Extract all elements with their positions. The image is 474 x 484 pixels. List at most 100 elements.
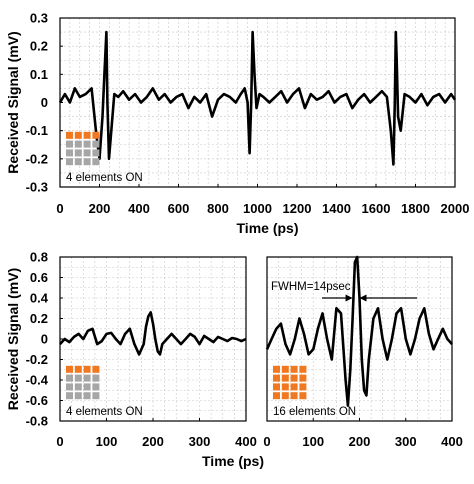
- element-on: [290, 383, 298, 391]
- y-tick-label: 0.8: [30, 250, 48, 265]
- series-line: [58, 30, 457, 166]
- x-tick-label: 400: [235, 434, 257, 449]
- x-tick-label: 2000: [441, 201, 470, 216]
- element-off: [74, 374, 82, 382]
- x-tick-label: 200: [142, 434, 164, 449]
- element-off: [92, 149, 100, 157]
- y-tick-label: -0.3: [26, 180, 48, 195]
- element-off: [83, 392, 91, 400]
- element-on: [290, 365, 298, 373]
- element-off: [83, 149, 91, 157]
- element-off: [74, 149, 82, 157]
- element-off: [66, 392, 73, 400]
- x-axis-label: Time (ps): [237, 220, 299, 236]
- x-tick-label: 400: [128, 201, 150, 216]
- y-tick-label: -0.8: [26, 414, 48, 429]
- y-tick-label: -0.2: [26, 352, 48, 367]
- x-tick-label: 1800: [401, 201, 430, 216]
- element-on: [299, 374, 307, 382]
- x-tick-label: 200: [349, 434, 371, 449]
- element-off: [83, 158, 91, 166]
- y-tick-label: -0.6: [26, 393, 48, 408]
- element-on: [281, 383, 289, 391]
- element-on: [299, 365, 307, 373]
- element-array-icon: [66, 131, 100, 166]
- element-off: [92, 158, 100, 166]
- y-axis-label: Received Signal (mV): [5, 31, 21, 173]
- x-tick-label: 0: [263, 434, 270, 449]
- fwhm-arrowhead-left: [345, 294, 353, 302]
- element-on: [74, 365, 82, 373]
- y-tick-label: 0.2: [30, 311, 48, 326]
- y-tick-label: 0.4: [30, 291, 49, 306]
- element-on: [83, 131, 91, 139]
- element-off: [92, 392, 100, 400]
- element-on: [281, 365, 289, 373]
- element-off: [74, 392, 82, 400]
- x-tick-label: 100: [302, 434, 324, 449]
- y-tick-label: 0.3: [30, 11, 48, 26]
- element-off: [66, 374, 73, 382]
- element-on: [66, 365, 73, 373]
- x-tick-label: 1000: [243, 201, 272, 216]
- x-tick-label: 800: [207, 201, 229, 216]
- element-off: [92, 383, 100, 391]
- element-off: [83, 140, 91, 148]
- elements-on-label: 4 elements ON: [66, 172, 143, 184]
- element-off: [92, 374, 100, 382]
- element-on: [92, 365, 100, 373]
- element-array-icon: [66, 365, 100, 400]
- y-tick-label: -0.1: [26, 123, 48, 138]
- element-on: [92, 131, 100, 139]
- x-axis-label: Time (ps): [202, 453, 264, 469]
- element-off: [83, 374, 91, 382]
- element-off: [66, 149, 73, 157]
- element-on: [281, 374, 289, 382]
- y-tick-label: 0: [41, 332, 48, 347]
- x-tick-label: 200: [89, 201, 111, 216]
- element-off: [74, 140, 82, 148]
- element-off: [66, 158, 73, 166]
- chart-panel-1: 0 200 400 600 800 1000 1200 1400 1600 1800 2000 0.3…: [5, 11, 469, 237]
- fwhm-arrowhead-right: [359, 294, 367, 302]
- element-on: [273, 365, 280, 373]
- element-on: [299, 383, 307, 391]
- element-on: [290, 374, 298, 382]
- element-array-icon: [273, 365, 307, 400]
- element-off: [66, 383, 73, 391]
- y-tick-label: -0.2: [26, 151, 48, 166]
- x-tick-label: 1200: [283, 201, 312, 216]
- x-tick-label: 1600: [362, 201, 391, 216]
- elements-on-label: 4 elements ON: [66, 406, 143, 418]
- element-on: [273, 374, 280, 382]
- y-tick-label: 0.2: [30, 39, 48, 54]
- element-on: [281, 392, 289, 400]
- chart-panel-2: 0 100 200 300 400 0.8 0.6 0.4 0.2 0 -0.2 -0.4 -0.6 -0…: [5, 250, 257, 450]
- element-off: [92, 140, 100, 148]
- y-tick-label: 0: [41, 95, 48, 110]
- element-on: [83, 365, 91, 373]
- series-line: [265, 255, 453, 407]
- x-tick-label: 400: [441, 434, 463, 449]
- element-on: [290, 392, 298, 400]
- fwhm-label: FWHM=14psec: [271, 281, 351, 293]
- chart-panel-3: 0 100 200 300 400 Time (ps) 16 elements ON FWHM…: [202, 255, 463, 469]
- element-on: [74, 131, 82, 139]
- x-tick-label: 0: [56, 434, 63, 449]
- y-tick-label: 0.1: [30, 67, 48, 82]
- x-tick-label: 100: [96, 434, 118, 449]
- element-on: [273, 383, 280, 391]
- elements-on-label: 16 elements ON: [273, 406, 356, 418]
- series-line: [59, 311, 247, 356]
- y-tick-label: -0.4: [26, 373, 49, 388]
- y-axis-label: Received Signal (mV): [5, 268, 21, 410]
- element-off: [74, 158, 82, 166]
- y-tick-label: 0.6: [30, 270, 48, 285]
- element-off: [83, 383, 91, 391]
- element-off: [74, 383, 82, 391]
- element-on: [273, 392, 280, 400]
- x-tick-label: 300: [189, 434, 211, 449]
- element-on: [66, 131, 73, 139]
- element-on: [299, 392, 307, 400]
